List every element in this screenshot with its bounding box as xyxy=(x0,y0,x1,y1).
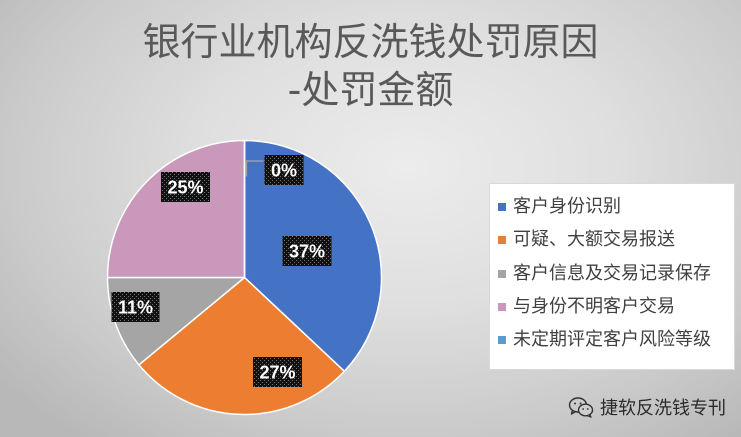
data-label-box xyxy=(111,292,160,322)
legend-label: 未定期评定客户风险等级 xyxy=(513,329,711,351)
legend-swatch xyxy=(498,303,506,312)
data-label-text: 25% xyxy=(167,178,203,198)
legend-swatch xyxy=(498,269,506,278)
data-label-text: 11% xyxy=(118,298,153,318)
chart-title-line-1: 银行业机构反洗钱处罚原因 xyxy=(142,20,599,64)
legend-item-risk-rating-not-assessed: 未定期评定客户风险等级 xyxy=(490,324,734,357)
legend-swatch xyxy=(498,236,506,245)
data-label-customer-identification: 37% xyxy=(282,236,332,266)
legend-item-unidentified-customer-transactions: 与身份不明客户交易 xyxy=(490,290,734,323)
data-label-text: 0% xyxy=(271,161,297,181)
legend-item-customer-identification: 客户身份识别 xyxy=(490,191,734,224)
data-label-text: 37% xyxy=(289,242,325,262)
legend-label: 客户身份识别 xyxy=(513,196,621,218)
data-label-customer-info-record-keeping: 11% xyxy=(111,292,160,322)
chart-title-line-2: -处罚金额 xyxy=(287,68,454,112)
data-label-unidentified-customer-transactions: 25% xyxy=(161,172,210,202)
chart-title: 银行业机构反洗钱处罚原因 -处罚金额 xyxy=(0,18,741,114)
legend-item-customer-info-record-keeping: 客户信息及交易记录保存 xyxy=(490,257,734,290)
leader-line-risk-rating-not-assessed xyxy=(245,160,264,177)
data-label-box xyxy=(264,155,304,185)
data-label-text: 27% xyxy=(259,363,295,383)
pie-slices xyxy=(106,139,383,416)
legend-label: 可疑、大额交易报送 xyxy=(513,229,675,251)
data-label-risk-rating-not-assessed: 0% xyxy=(264,155,304,185)
data-labels: 37% 27% 11% 25% 0% xyxy=(111,155,332,387)
watermark: 捷软反洗钱专刊 xyxy=(568,394,726,420)
legend-item-suspicious-large-transaction-reporting: 可疑、大额交易报送 xyxy=(490,224,734,257)
legend-label: 与身份不明客户交易 xyxy=(513,296,675,318)
data-label-box xyxy=(161,172,210,202)
legend-label: 客户信息及交易记录保存 xyxy=(513,262,711,284)
legend-swatch xyxy=(498,336,506,345)
pie-slice-unidentified-customer-transactions xyxy=(106,139,246,279)
wechat-icon xyxy=(568,396,594,418)
data-label-suspicious-large-transaction-reporting: 27% xyxy=(253,357,302,387)
legend: 客户身份识别 可疑、大额交易报送 客户信息及交易记录保存 与身份不明客户交易 未… xyxy=(489,183,735,370)
data-label-box xyxy=(282,236,332,266)
legend-swatch xyxy=(498,203,506,212)
watermark-text: 捷软反洗钱专刊 xyxy=(600,398,726,419)
leader-lines xyxy=(245,160,264,177)
data-label-box xyxy=(253,357,302,387)
